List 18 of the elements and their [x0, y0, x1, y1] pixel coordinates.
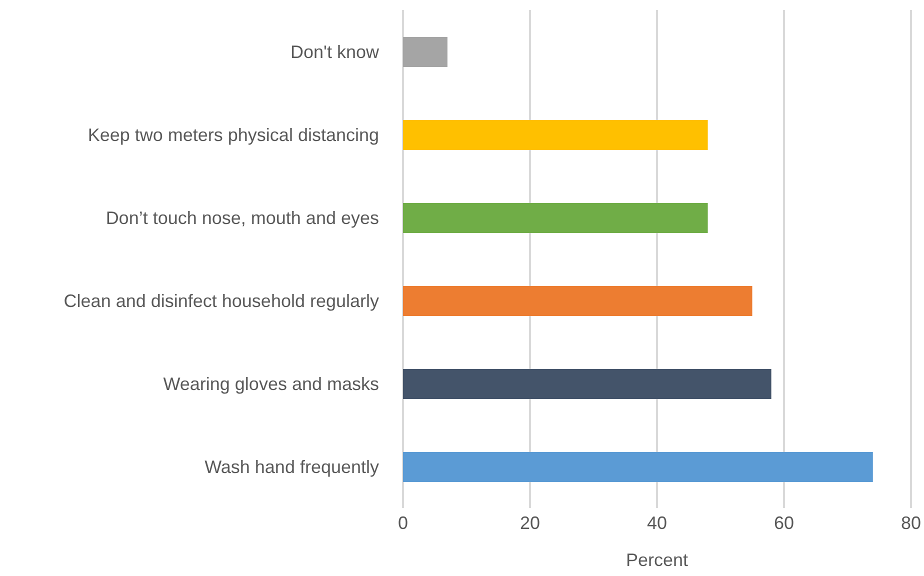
bar — [403, 286, 752, 316]
x-tick-label: 0 — [398, 512, 408, 533]
bar — [403, 452, 873, 482]
x-tick-label: 40 — [646, 512, 668, 533]
bar — [403, 369, 772, 399]
bar — [403, 120, 708, 150]
x-axis-title: Percent — [626, 550, 688, 570]
bar — [403, 37, 448, 67]
y-tick-label: Wash hand frequently — [204, 456, 379, 477]
y-tick-label: Clean and disinfect household regularly — [64, 290, 379, 311]
y-tick-label: Keep two meters physical distancing — [88, 124, 379, 145]
x-tick-label: 80 — [900, 512, 922, 533]
y-tick-label: Wearing gloves and masks — [163, 374, 379, 394]
bar — [403, 203, 708, 233]
x-tick-label: 20 — [520, 512, 540, 533]
y-tick-label: Don’t touch nose, mouth and eyes — [106, 208, 379, 228]
y-tick-label: Don't know — [290, 42, 380, 62]
x-tick-label: 60 — [774, 512, 794, 533]
